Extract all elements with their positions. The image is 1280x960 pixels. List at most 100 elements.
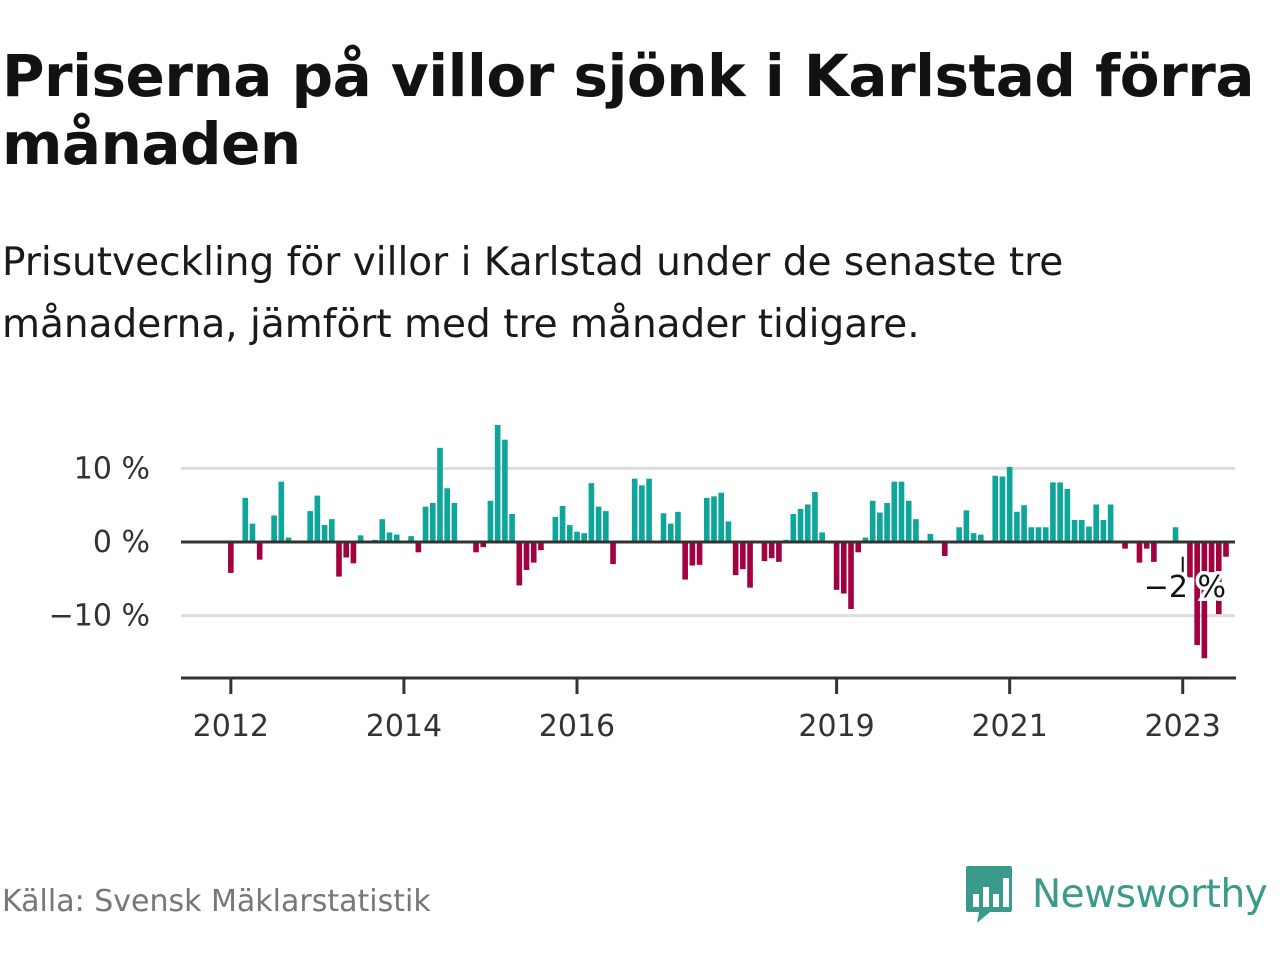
- bar: [761, 542, 768, 562]
- bar: [473, 542, 479, 553]
- bar: [913, 519, 919, 542]
- bar: [1107, 504, 1114, 542]
- bar: [444, 488, 450, 542]
- bar: [1064, 489, 1071, 542]
- y-tick-label: 10 %: [74, 451, 150, 486]
- bar: [992, 475, 999, 542]
- bar: [242, 497, 249, 542]
- bar: [610, 542, 616, 565]
- bar: [350, 542, 357, 564]
- source-note: Källa: Svensk Mäklarstatistik: [2, 884, 431, 919]
- bar: [249, 523, 256, 542]
- bar: [877, 512, 883, 542]
- bar: [588, 483, 595, 542]
- bar: [1078, 519, 1085, 542]
- bar: [740, 542, 746, 570]
- bar: [581, 533, 587, 542]
- annotations: −2 %: [1140, 556, 1230, 609]
- bar: [386, 532, 393, 542]
- bar: [703, 497, 710, 542]
- bar: [956, 527, 962, 542]
- bar: [884, 502, 890, 542]
- brand-logo: Newsworthy: [964, 862, 1268, 926]
- bar: [718, 492, 725, 542]
- y-tick-label: 0 %: [93, 525, 150, 560]
- bar: [689, 542, 696, 566]
- bar: [1014, 511, 1020, 542]
- bar: [732, 542, 739, 576]
- bar: [278, 481, 285, 542]
- bar: [1201, 542, 1208, 659]
- bar: [833, 542, 840, 590]
- bar: [1172, 527, 1179, 542]
- bar: [1057, 482, 1063, 542]
- bar: [891, 481, 898, 542]
- bar: [516, 542, 523, 586]
- bar: [646, 478, 652, 542]
- bar: [631, 478, 638, 542]
- bar: [437, 447, 443, 542]
- bar: [999, 476, 1006, 542]
- bar: [1028, 527, 1035, 542]
- bar: [804, 504, 811, 542]
- bar: [271, 515, 277, 542]
- bar: [970, 533, 977, 542]
- bar: [1151, 542, 1157, 562]
- bar: [682, 542, 688, 580]
- x-tick-label: 2016: [539, 709, 615, 744]
- bar: [1187, 542, 1193, 578]
- bar: [1194, 542, 1200, 646]
- bar: [1100, 519, 1107, 542]
- bar: [941, 542, 948, 556]
- bar: [1042, 527, 1049, 542]
- bar: [357, 535, 364, 542]
- bar: [639, 485, 645, 542]
- bar: [451, 502, 458, 542]
- bar: [595, 506, 602, 542]
- y-axis-labels: 10 % 0 % −10 %: [49, 451, 150, 633]
- bar: [869, 500, 876, 542]
- bar: [574, 531, 580, 542]
- x-tick-label: 2012: [193, 709, 269, 744]
- bar: [228, 542, 234, 573]
- bar: [1143, 542, 1150, 549]
- bar: [675, 511, 681, 542]
- bar: [1006, 466, 1013, 542]
- bar: [790, 514, 797, 542]
- bar: [812, 491, 818, 542]
- bar: [747, 542, 753, 588]
- x-tick-label: 2023: [1145, 709, 1221, 744]
- bar: [487, 500, 494, 542]
- bar: [905, 500, 912, 542]
- x-tick-label: 2019: [798, 709, 874, 744]
- bar: [927, 533, 934, 542]
- bar: [321, 525, 328, 542]
- brand-name: Newsworthy: [1032, 871, 1268, 917]
- latest-value-label: −2 %: [1144, 570, 1226, 605]
- bar: [862, 537, 869, 542]
- bar: [343, 542, 350, 558]
- bar: [840, 542, 847, 594]
- bar: [523, 542, 530, 570]
- bar: [1208, 542, 1215, 573]
- bar: [314, 495, 321, 542]
- bar: [379, 519, 386, 542]
- bar: [530, 542, 537, 563]
- bar: [855, 542, 862, 553]
- bar: [711, 496, 717, 542]
- bar: [336, 542, 342, 577]
- bar: [408, 536, 414, 542]
- bar: [415, 542, 422, 553]
- newsworthy-bar-chart-icon: [966, 866, 1012, 923]
- bar: [1021, 505, 1027, 542]
- gridlines: [181, 466, 1235, 618]
- x-tick-label: 2021: [971, 709, 1047, 744]
- bar: [429, 502, 436, 542]
- bar: [603, 511, 609, 542]
- bar: [480, 542, 487, 548]
- bar: [768, 542, 775, 559]
- bar: [1136, 542, 1143, 563]
- bar: [1223, 542, 1229, 557]
- bar: [1086, 526, 1092, 542]
- bar: [1122, 542, 1128, 549]
